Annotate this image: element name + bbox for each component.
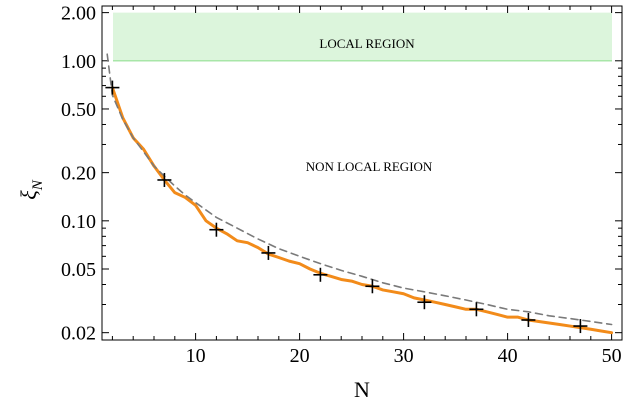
plus-marker bbox=[105, 80, 120, 95]
plus-marker bbox=[313, 267, 328, 282]
local-region-band bbox=[113, 12, 612, 61]
plus-marker bbox=[157, 172, 172, 187]
y-tick-label: 2.00 bbox=[61, 3, 96, 25]
y-tick-label: 1.00 bbox=[61, 51, 96, 73]
marker-layer bbox=[105, 80, 588, 334]
tick-label-layer: 10 20 30 40 50 0.02 0.05 0.10 0.20 0.50 1.00 2.00 bbox=[61, 3, 622, 367]
x-tick-label: 20 bbox=[290, 345, 310, 367]
plus-marker bbox=[417, 295, 432, 310]
y-tick-label: 0.50 bbox=[61, 99, 96, 121]
plus-marker bbox=[521, 313, 536, 328]
plus-marker bbox=[261, 245, 276, 260]
regions-layer bbox=[113, 12, 612, 62]
region-label-nonlocal: NON LOCAL REGION bbox=[306, 159, 433, 174]
plus-marker bbox=[209, 222, 224, 237]
x-axis-label: N bbox=[354, 377, 370, 402]
fit-curve-dashed bbox=[106, 53, 613, 326]
y-tick-label: 0.05 bbox=[61, 259, 96, 281]
y-axis-label: ξN bbox=[16, 179, 46, 199]
plot-frame bbox=[101, 5, 623, 341]
series-layer bbox=[106, 53, 614, 335]
y-axis-label-subscript: N bbox=[30, 179, 46, 191]
plus-marker bbox=[573, 319, 588, 334]
x-tick-label: 50 bbox=[602, 345, 622, 367]
plus-marker bbox=[365, 279, 380, 294]
plus-marker bbox=[469, 302, 484, 317]
data-curve-solid bbox=[110, 86, 614, 335]
ticks-layer bbox=[102, 6, 622, 340]
x-tick-label: 40 bbox=[498, 345, 518, 367]
y-axis-label-symbol: ξ bbox=[16, 190, 41, 200]
x-tick-label: 10 bbox=[186, 345, 206, 367]
region-label-local: LOCAL REGION bbox=[319, 36, 415, 51]
y-tick-label: 0.02 bbox=[61, 323, 96, 345]
y-tick-label: 0.20 bbox=[61, 163, 96, 185]
x-tick-label: 30 bbox=[394, 345, 414, 367]
y-tick-label: 0.10 bbox=[61, 211, 96, 233]
